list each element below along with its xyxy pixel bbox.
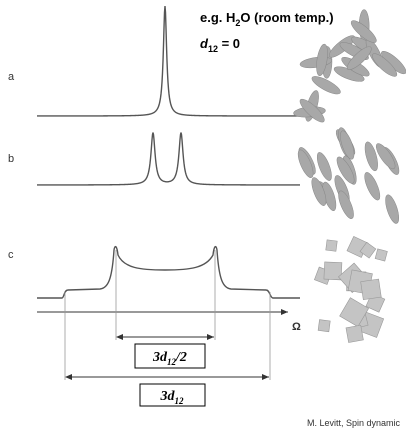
molecule: [375, 143, 396, 170]
molecule: [364, 141, 378, 172]
crystallite: [323, 261, 343, 281]
molecule: [311, 76, 341, 95]
crystallite: [359, 241, 377, 259]
molecule: [316, 43, 328, 76]
width-subscript: 12: [175, 396, 185, 406]
illustrations: [293, 9, 406, 343]
panel-label: a: [8, 71, 15, 83]
spectrum-b: [37, 132, 300, 186]
spectrum-a: [37, 5, 300, 117]
width-box: [139, 383, 206, 407]
molecule: [316, 152, 332, 181]
width-subscript: 12: [167, 357, 177, 367]
molecule: [385, 194, 400, 224]
crystallite: [317, 319, 331, 333]
condition-subscript: 12: [208, 44, 218, 54]
panel-label: c: [8, 249, 14, 261]
crystallite: [325, 239, 338, 252]
condition-text: = 0: [218, 36, 240, 51]
credit: M. Levitt, Spin dynamic: [307, 418, 401, 428]
annotation-text: e.g. H: [200, 10, 235, 25]
width-symbol: d: [168, 389, 176, 404]
spectrum-c: [37, 245, 300, 299]
width-symbol: d: [160, 350, 168, 365]
width-label: 3d12: [160, 389, 185, 406]
crystallite: [360, 278, 382, 301]
molecule: [346, 46, 372, 71]
molecule: [350, 20, 377, 43]
axis-label: Ω: [292, 321, 301, 333]
condition: d12 = 0: [200, 36, 240, 54]
molecule: [336, 156, 355, 184]
annotation: e.g. H2O (room temp.): [200, 10, 334, 28]
molecule: [299, 98, 325, 123]
width-coefficient: 3: [152, 350, 160, 365]
molecule: [372, 53, 398, 77]
width-coefficient: 3: [160, 389, 168, 404]
condition-symbol: d: [200, 36, 209, 51]
width-label: 3d12/2: [152, 350, 187, 367]
molecule: [338, 190, 354, 219]
molecule: [340, 130, 355, 160]
molecule: [311, 177, 327, 206]
crystallite: [339, 297, 370, 328]
molecule: [297, 149, 314, 178]
molecule: [364, 172, 381, 201]
crystallite: [374, 248, 388, 262]
crystallite: [345, 324, 364, 343]
annotation-text: O (room temp.): [240, 10, 333, 25]
width-box: [134, 343, 206, 369]
annotation-subscript: 2: [235, 18, 240, 28]
width-suffix: /2: [175, 350, 187, 365]
panel-label: b: [8, 153, 14, 165]
